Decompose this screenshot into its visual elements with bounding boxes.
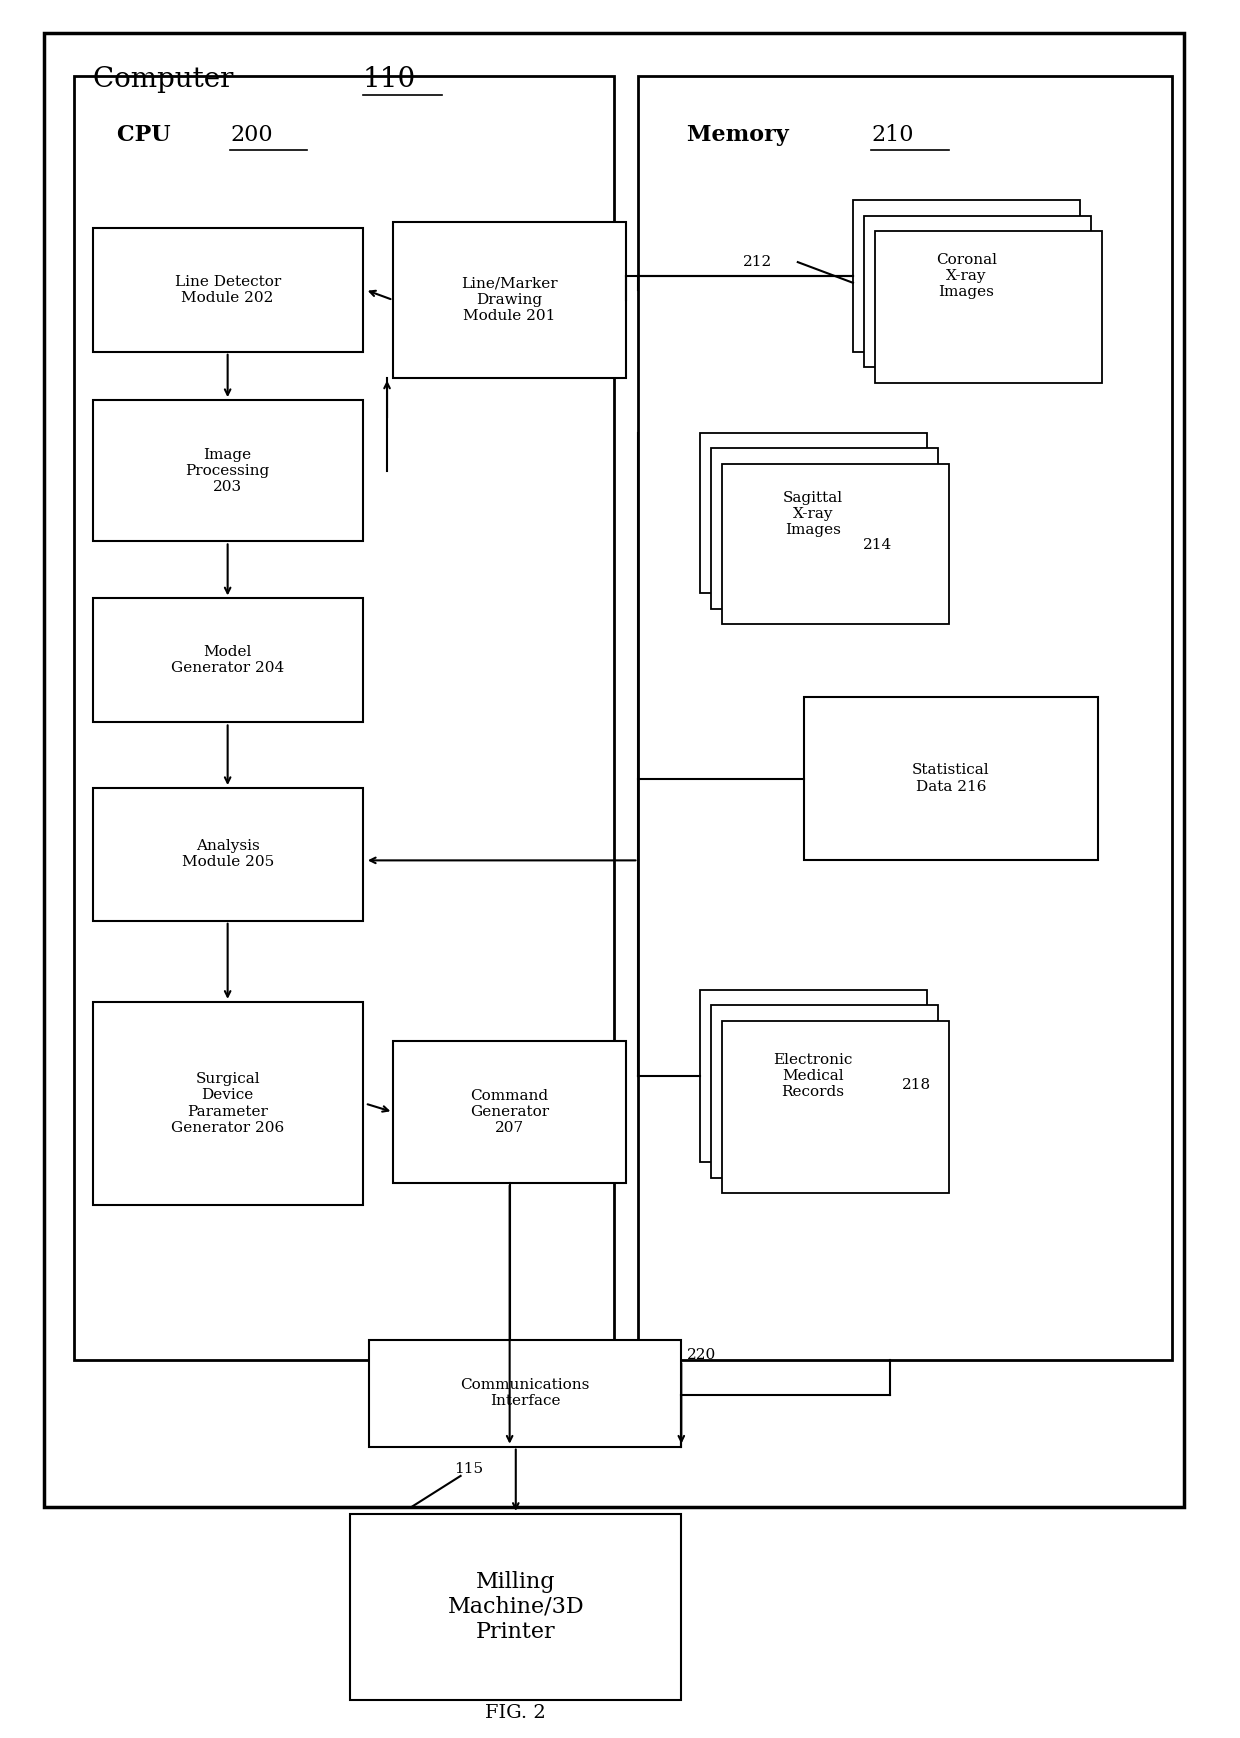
FancyBboxPatch shape [74,76,614,1361]
FancyBboxPatch shape [43,33,1184,1507]
Text: Surgical
Device
Parameter
Generator 206: Surgical Device Parameter Generator 206 [171,1072,284,1135]
FancyBboxPatch shape [722,1020,949,1192]
Text: Command
Generator
207: Command Generator 207 [470,1090,549,1135]
Text: 220: 220 [687,1349,717,1363]
Text: Analysis
Module 205: Analysis Module 205 [181,839,274,869]
FancyBboxPatch shape [393,1041,626,1184]
Text: Computer: Computer [93,66,242,92]
Text: 218: 218 [901,1078,931,1091]
FancyBboxPatch shape [368,1340,681,1446]
FancyBboxPatch shape [804,697,1099,860]
FancyBboxPatch shape [93,400,362,542]
Text: 214: 214 [863,537,892,553]
FancyBboxPatch shape [639,76,1172,1361]
Text: 110: 110 [362,66,415,92]
FancyBboxPatch shape [93,228,362,351]
FancyBboxPatch shape [93,787,362,921]
Text: Line/Marker
Drawing
Module 201: Line/Marker Drawing Module 201 [461,276,558,323]
FancyBboxPatch shape [393,222,626,377]
Text: 210: 210 [872,123,914,146]
FancyBboxPatch shape [853,200,1080,351]
Text: Statistical
Data 216: Statistical Data 216 [913,763,990,794]
Text: 200: 200 [231,123,273,146]
Text: Coronal
X-ray
Images: Coronal X-ray Images [936,252,997,299]
Text: CPU: CPU [118,123,179,146]
FancyBboxPatch shape [711,448,937,608]
FancyBboxPatch shape [864,216,1091,367]
Text: Image
Processing
203: Image Processing 203 [186,447,270,494]
Text: Electronic
Medical
Records: Electronic Medical Records [774,1053,853,1098]
FancyBboxPatch shape [711,1005,937,1178]
Text: Line Detector
Module 202: Line Detector Module 202 [175,275,280,304]
Text: FIG. 2: FIG. 2 [485,1705,546,1722]
Text: Milling
Machine/3D
Printer: Milling Machine/3D Printer [448,1571,584,1644]
FancyBboxPatch shape [875,231,1102,382]
Text: Model
Generator 204: Model Generator 204 [171,645,284,676]
Text: 115: 115 [455,1462,484,1476]
FancyBboxPatch shape [722,464,949,624]
Text: 212: 212 [743,255,771,269]
FancyBboxPatch shape [93,598,362,723]
FancyBboxPatch shape [699,989,926,1163]
FancyBboxPatch shape [699,433,926,593]
Text: Memory: Memory [687,123,797,146]
FancyBboxPatch shape [93,1001,362,1204]
FancyBboxPatch shape [350,1514,681,1700]
Text: Sagittal
X-ray
Images: Sagittal X-ray Images [782,490,843,537]
Text: Communications
Interface: Communications Interface [460,1378,590,1408]
